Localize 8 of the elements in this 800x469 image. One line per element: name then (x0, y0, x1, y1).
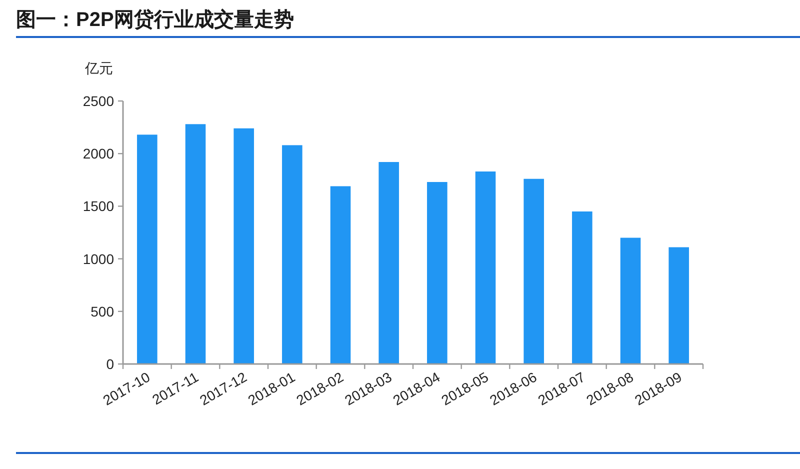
y-tick-label: 500 (90, 303, 114, 320)
y-tick-label: 0 (106, 356, 114, 372)
y-tick-label: 1000 (82, 250, 114, 267)
y-tick-label: 2000 (82, 146, 114, 162)
chart-title: 图一：P2P网贷行业成交量走势 (16, 8, 294, 31)
y-tick-label: 1500 (82, 198, 114, 214)
y-axis-title: 亿元 (84, 60, 113, 76)
y-tick-label: 2500 (82, 93, 114, 109)
